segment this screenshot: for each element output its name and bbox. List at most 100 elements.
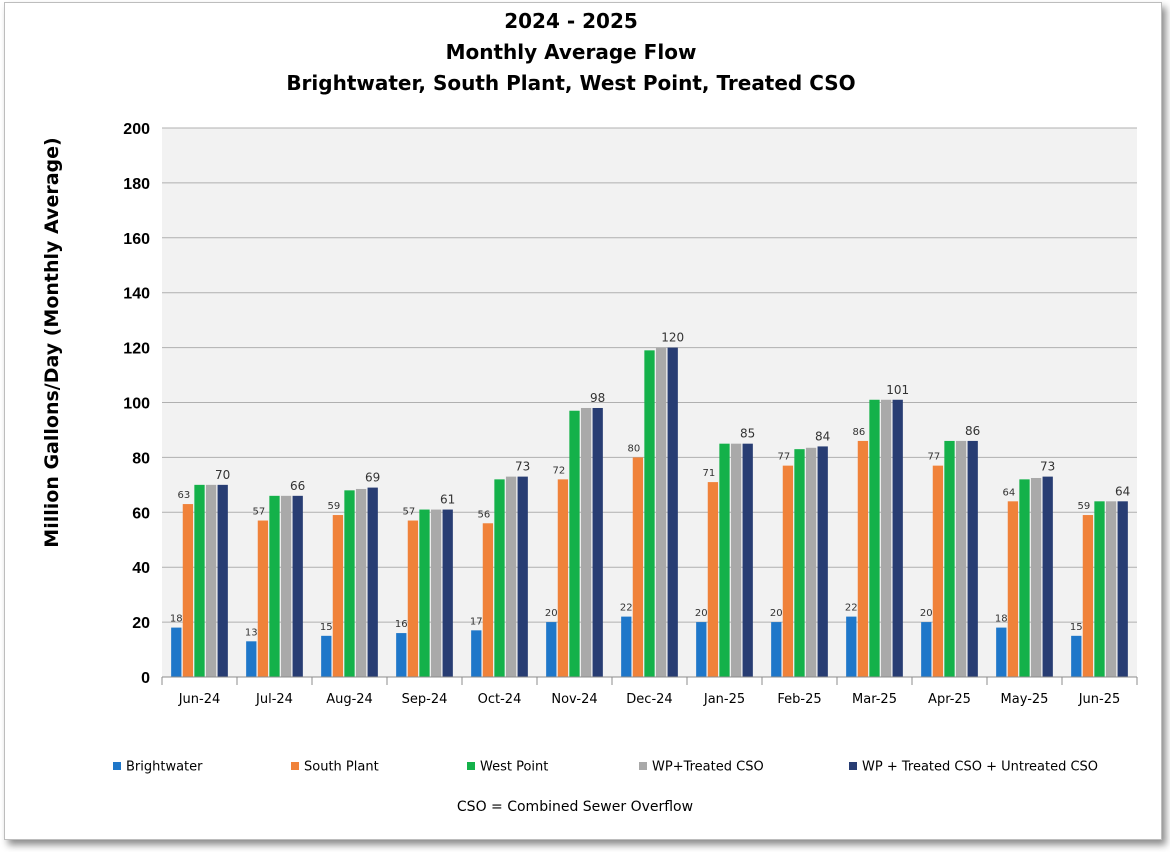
- bar-wp-treated-cso-untreated-cso: [1042, 476, 1053, 677]
- data-label: 86: [853, 427, 866, 438]
- bars: [171, 347, 1128, 677]
- data-label: 18: [995, 614, 1008, 625]
- bar-wp-treated-cso: [880, 399, 892, 677]
- bar-brightwater: [396, 633, 407, 677]
- bar-south-plant: [932, 465, 944, 677]
- x-tick-label: Jul-24: [255, 692, 293, 707]
- bar-brightwater: [696, 622, 707, 677]
- chart-title-line-1: 2024 - 2025: [504, 9, 638, 33]
- data-label: 69: [365, 471, 380, 485]
- data-label: 59: [1078, 501, 1091, 512]
- data-label: 59: [328, 501, 341, 512]
- bar-south-plant: [257, 520, 269, 677]
- bar-wp-treated-cso-untreated-cso: [517, 476, 528, 677]
- legend-swatch: [113, 762, 121, 770]
- bar-west-point: [419, 509, 430, 677]
- data-label: 57: [253, 507, 266, 518]
- bar-wp-treated-cso: [580, 407, 592, 677]
- bar-south-plant: [482, 523, 494, 677]
- data-label: 86: [965, 424, 980, 438]
- bar-chart: 18 63 70 13 57 66 15 59 69 16 57 61 17 56 73 20 72 98 22 80…: [41, 121, 1138, 775]
- chart-title-line-2: Monthly Average Flow: [445, 40, 697, 64]
- bar-west-point: [569, 410, 580, 677]
- bar-brightwater: [171, 627, 182, 677]
- x-tick-label: Jan-25: [703, 692, 745, 707]
- data-label: 98: [590, 391, 605, 405]
- bar-west-point: [494, 479, 505, 677]
- bar-south-plant: [632, 457, 644, 677]
- bar-wp-treated-cso: [805, 447, 817, 677]
- bar-west-point: [344, 490, 355, 677]
- x-tick-label: Apr-25: [928, 692, 971, 707]
- data-label: 18: [170, 614, 183, 625]
- axes: 0 20 40 60 80 100 120 140 160 180 200 Jun-24 Jul-24 A…: [123, 121, 1138, 707]
- data-label: 20: [545, 608, 558, 619]
- data-label: 80: [628, 443, 641, 454]
- bar-brightwater: [321, 635, 332, 677]
- bar-wp-treated-cso-untreated-cso: [892, 399, 903, 677]
- bar-wp-treated-cso: [280, 495, 292, 677]
- bar-west-point: [269, 495, 280, 677]
- data-label: 66: [290, 479, 305, 493]
- data-label: 120: [661, 331, 684, 345]
- bar-wp-treated-cso: [955, 440, 967, 677]
- bar-wp-treated-cso-untreated-cso: [367, 487, 378, 677]
- data-label: 63: [178, 490, 191, 501]
- data-label: 71: [703, 468, 716, 479]
- x-tick-label: Sep-24: [402, 692, 448, 707]
- bar-wp-treated-cso: [205, 484, 217, 677]
- x-tick-label: Aug-24: [326, 692, 373, 707]
- data-label: 56: [478, 509, 491, 520]
- legend-label: WP + Treated CSO + Untreated CSO: [862, 760, 1098, 775]
- y-tick-label: 140: [123, 286, 150, 303]
- bar-wp-treated-cso-untreated-cso: [292, 495, 303, 677]
- bar-wp-treated-cso: [655, 347, 667, 677]
- data-label: 85: [740, 427, 755, 441]
- data-label: 77: [928, 452, 941, 463]
- y-tick-label: 120: [123, 341, 150, 358]
- bar-west-point: [794, 449, 805, 677]
- bar-west-point: [1019, 479, 1030, 677]
- bar-south-plant: [707, 482, 719, 677]
- data-label: 64: [1003, 487, 1016, 498]
- legend-label: Brightwater: [126, 760, 203, 775]
- y-tick-label: 160: [123, 231, 150, 248]
- data-label: 20: [695, 608, 708, 619]
- bar-brightwater: [621, 616, 632, 677]
- bar-south-plant: [332, 515, 344, 677]
- y-tick-label: 0: [141, 670, 150, 687]
- bar-wp-treated-cso: [1030, 477, 1042, 677]
- bar-west-point: [719, 443, 730, 677]
- y-tick-label: 60: [132, 505, 150, 522]
- data-label: 57: [403, 507, 416, 518]
- bar-wp-treated-cso-untreated-cso: [1117, 501, 1128, 677]
- bar-south-plant: [407, 520, 419, 677]
- bar-south-plant: [857, 440, 869, 677]
- x-tick-label: Nov-24: [551, 692, 597, 707]
- data-label: 13: [245, 627, 258, 638]
- bar-south-plant: [1007, 501, 1019, 677]
- bar-south-plant: [782, 465, 794, 677]
- bar-wp-treated-cso: [1105, 501, 1117, 677]
- bar-brightwater: [246, 641, 257, 677]
- bar-brightwater: [771, 622, 782, 677]
- legend-swatch: [291, 762, 299, 770]
- legend-label: South Plant: [304, 760, 379, 775]
- legend-label: West Point: [480, 760, 548, 775]
- data-label: 72: [553, 465, 566, 476]
- bar-wp-treated-cso: [430, 509, 442, 677]
- x-tick-label: Jun-24: [178, 692, 221, 707]
- chart-frame: 2024 - 2025 Monthly Average Flow Brightw…: [4, 2, 1162, 840]
- bar-south-plant: [182, 504, 194, 677]
- data-label: 15: [1070, 622, 1083, 633]
- y-tick-label: 80: [132, 450, 150, 467]
- data-labels: 18 63 70 13 57 66 15 59 69 16 57 61 17 56 73 20 72 98 22 80…: [170, 331, 1130, 639]
- x-tick-label: Oct-24: [478, 692, 522, 707]
- data-label: 20: [920, 608, 933, 619]
- data-label: 20: [770, 608, 783, 619]
- bar-south-plant: [1082, 515, 1094, 677]
- bar-west-point: [644, 350, 655, 677]
- x-tick-label: Mar-25: [852, 692, 897, 707]
- legend-swatch: [849, 762, 857, 770]
- bar-wp-treated-cso-untreated-cso: [667, 347, 678, 677]
